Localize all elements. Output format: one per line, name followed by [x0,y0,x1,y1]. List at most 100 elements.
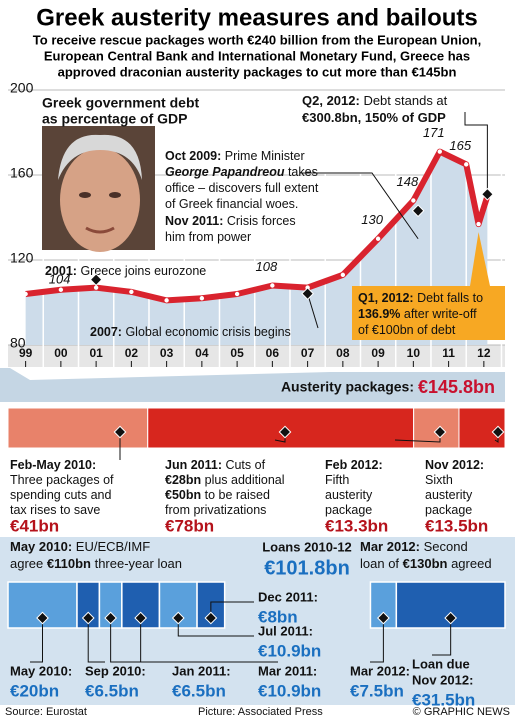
point [464,162,469,167]
text-line: Mar 2011: [258,663,317,678]
austerity-label: Austerity packages: [281,379,414,395]
loan-value-label: €6.5bn [85,681,139,700]
marker-diamond [113,425,127,439]
text-line: Loan due [412,656,470,671]
text-line: Nov 2011: Crisis forces [165,214,296,228]
photo [42,126,155,252]
connector [140,618,278,663]
text-line: austerity [325,488,373,502]
marker-diamond [377,611,390,625]
text-line: tax rises to save [10,503,100,517]
title: Greek austerity measures and bailouts [36,4,478,31]
austerity-bar [7,407,149,449]
footer-picture: Picture: Associated Press [198,706,323,718]
text-line: 2001: Greece joins eurozone [45,264,206,278]
austerity-bar [147,407,415,449]
marker-diamond [491,425,505,439]
austerity-value-label: €78bn [165,516,214,535]
text-run: agree [10,556,47,571]
text-line: €300.8bn, 150% of GDP [302,110,446,125]
text-run: package [425,503,472,517]
text-run: Crisis forces [223,214,295,228]
x-tick-label: 11 [442,346,455,360]
marker-diamond [134,611,148,625]
text-line: €28bn plus additional [165,473,285,487]
text-run: Q1, 2012: [358,291,414,305]
x-axis-band [8,345,505,367]
text-line: Mar 2012: Second [360,539,468,554]
y-tick-label: 120 [10,250,34,266]
marker-diamond [411,204,425,218]
austerity-arrow [0,368,505,402]
text-line: Sixth [425,473,453,487]
subtitle: approved draconian austerity packages to… [58,64,457,79]
footer-credit: © GRAPHIC NEWS [413,706,510,718]
loan-value-label: €10.9bn [258,641,321,660]
text-run: spending cuts and [10,488,112,502]
text-run: Greece joins eurozone [77,264,206,278]
text-run: Oct 2009: [165,149,221,163]
text-run: 2001: [45,264,77,278]
text-run: Debt stands at [360,93,448,108]
text-line: 136.9% after write-off [358,307,477,321]
text-line: Sep 2010: [85,663,146,678]
austerity-total: €145.8bn [418,377,495,397]
text-run: Feb 2012: [325,458,383,472]
text-line: him from power [165,230,251,244]
marker-diamond [204,611,218,625]
point [23,291,28,297]
marker-diamond [301,287,314,300]
text-line: Jan 2011: [172,663,231,678]
marker-diamond [433,425,447,439]
x-tick-label: 03 [160,346,174,360]
photo-eye [109,192,121,198]
text-run: from privatizations [165,503,266,517]
point [340,272,346,278]
marker-diamond [81,611,95,625]
text-run: Fifth [325,473,349,487]
text-line: austerity [425,488,473,502]
x-tick-label: 07 [301,346,315,360]
loan-bar [7,581,78,629]
text-run: austerity [325,488,373,502]
text-run: Q2, 2012: [302,93,360,108]
text-line: Greek government debt [42,95,199,111]
photo-hair [58,134,142,180]
text-run: office – discovers full extent [165,181,319,195]
text-line: Dec 2011: [258,589,318,604]
text-line: of €100bn of debt [358,323,456,337]
point [164,298,169,303]
point [129,289,134,295]
text-run: Feb-May 2010: [10,458,96,472]
text-line: Nov 2012: [425,458,484,472]
point [476,221,481,227]
text-run: May 2010: [10,539,72,554]
marker-diamond [278,425,292,439]
text-line: office – discovers full extent [165,181,319,195]
marker-diamond [36,611,49,625]
marker-diamond [104,611,118,625]
text-run: to be raised [201,488,270,502]
text-run: Sixth [425,473,453,487]
text-run: of Greek financial woes. [165,197,298,211]
text-run: Debt falls to [414,291,484,305]
text-run: Second [420,539,468,554]
y-tick-label: 160 [10,165,34,181]
loan-value-label: €8bn [258,607,298,626]
point [375,236,381,241]
value-label: 148 [397,174,419,189]
callout-pointer [470,232,490,286]
loans-title: Loans 2010-12 [262,539,352,554]
value-label: 171 [423,125,445,140]
text-line: spending cuts and [10,488,112,502]
text-run: of €100bn of debt [358,323,456,337]
connector [464,112,488,197]
loan-value-label: €10.9bn [258,681,321,700]
text-line: as percentage of GDP [42,111,188,127]
text-line: May 2010: [10,663,72,678]
text-line: agree €110bn three-year loan [10,556,182,571]
text-run: 136.9% [358,307,400,321]
photo-eye [79,192,91,198]
text-run: €50bn [165,488,201,502]
text-run: Nov 2011: [165,214,223,228]
